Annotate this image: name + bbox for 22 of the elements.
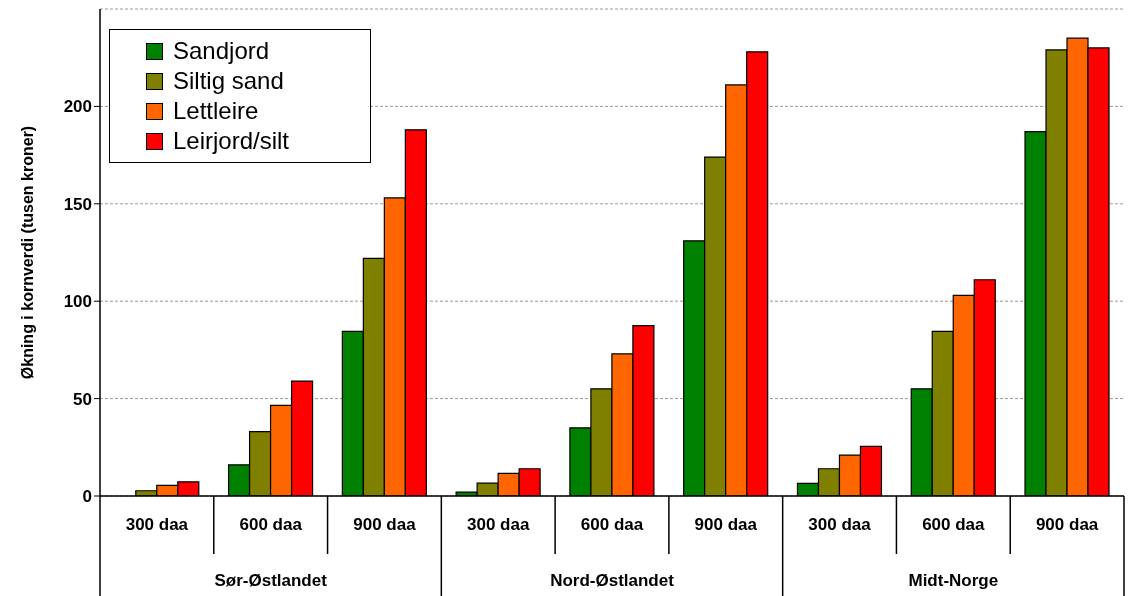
- x-tick-label: 900 daa: [694, 515, 758, 534]
- text: Sør-Østlandet: [214, 571, 328, 590]
- legend-label: Siltig sand: [173, 66, 284, 96]
- y-tick-label: 0: [82, 487, 92, 507]
- legend-label: Lettleire: [173, 96, 259, 126]
- legend-label: Leirjord/silt: [173, 126, 290, 156]
- y-tick-label: 150: [63, 194, 92, 214]
- x-tick-label: 300 daa: [808, 515, 872, 534]
- x-tick-label: 900 daa: [353, 515, 417, 534]
- x-tick-label: 300 daa: [467, 515, 530, 534]
- x-tick-label: 900 daa: [1035, 515, 1099, 534]
- y-axis-title: Økning i kornverdi (tusen kroner): [18, 125, 36, 380]
- text: Midt-Norge: [908, 571, 999, 590]
- x-tick-label: 600 daa: [922, 515, 986, 534]
- legend-label: Sandjord: [173, 36, 270, 66]
- x-tick-label: 300 daa: [125, 515, 189, 534]
- x-tick-label: 600 daa: [580, 515, 644, 534]
- y-tick-label: 200: [63, 97, 92, 117]
- x-tick-label: 600 daa: [239, 515, 303, 534]
- y-tick-label: 50: [73, 389, 92, 409]
- y-tick-label: 100: [63, 292, 92, 312]
- text: Nord-Østlandet: [550, 571, 675, 590]
